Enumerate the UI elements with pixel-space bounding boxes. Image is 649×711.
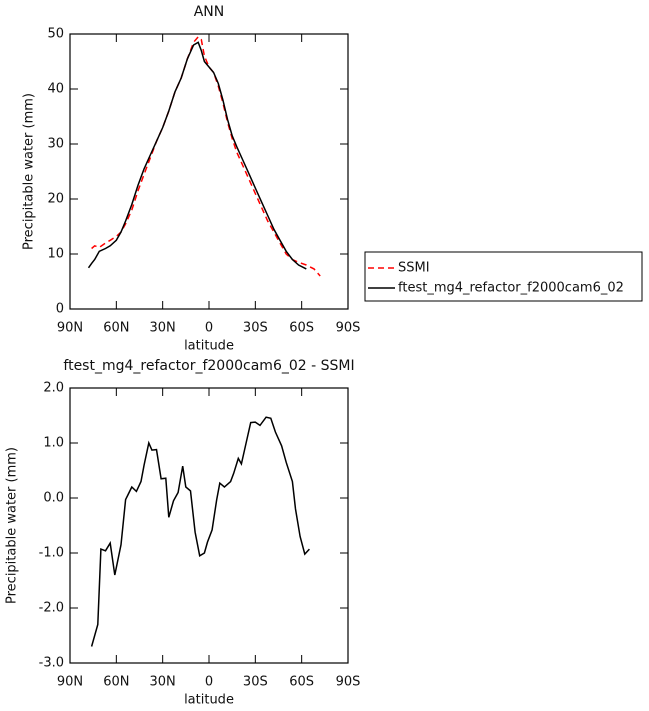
x-tick-label: 90N [57, 321, 83, 336]
x-tick-label: 90N [57, 675, 83, 690]
x-axis-label: latitude [184, 339, 234, 354]
x-tick-label: 60S [289, 321, 314, 336]
plot-frame [69, 387, 349, 664]
x-tick-label: 90S [336, 675, 361, 690]
x-tick-label: 30S [243, 675, 268, 690]
y-axis-label: Precipitable water (mm) [5, 447, 20, 604]
x-tick-label: 0 [205, 321, 213, 336]
chart-title: ftest_mg4_refactor_f2000cam6_02 - SSMI [63, 358, 354, 374]
y-tick-label: 1.0 [43, 436, 64, 451]
y-tick-label: 2.0 [43, 381, 64, 396]
y-tick-label: 0.0 [43, 491, 64, 506]
data-line [87, 41, 307, 270]
x-tick-label: 30S [243, 321, 268, 336]
data-line [90, 416, 310, 647]
x-tick-label: 60N [103, 675, 129, 690]
x-tick-label: 0 [205, 675, 213, 690]
y-tick-label: -2.0 [39, 601, 64, 616]
data-line [91, 35, 321, 277]
plot-frame [69, 33, 349, 310]
y-tick-label: 40 [47, 82, 64, 97]
x-tick-label: 30N [150, 675, 176, 690]
y-tick-label: 10 [47, 247, 64, 262]
x-tick-label: 60N [103, 321, 129, 336]
y-tick-label: -1.0 [39, 546, 64, 561]
y-tick-label: 50 [47, 27, 64, 42]
x-axis-label: latitude [184, 693, 234, 708]
y-tick-label: 30 [47, 137, 64, 152]
legend-box [364, 251, 643, 302]
x-tick-label: 30N [150, 321, 176, 336]
x-tick-label: 90S [336, 321, 361, 336]
legend-label: SSMI [398, 261, 430, 276]
y-tick-label: -3.0 [39, 656, 64, 671]
chart-title: ANN [194, 4, 225, 20]
y-tick-label: 20 [47, 192, 64, 207]
x-tick-label: 60S [289, 675, 314, 690]
y-tick-label: 0 [56, 302, 64, 317]
y-axis-label: Precipitable water (mm) [22, 93, 37, 250]
legend-label: ftest_mg4_refactor_f2000cam6_02 [398, 281, 624, 296]
